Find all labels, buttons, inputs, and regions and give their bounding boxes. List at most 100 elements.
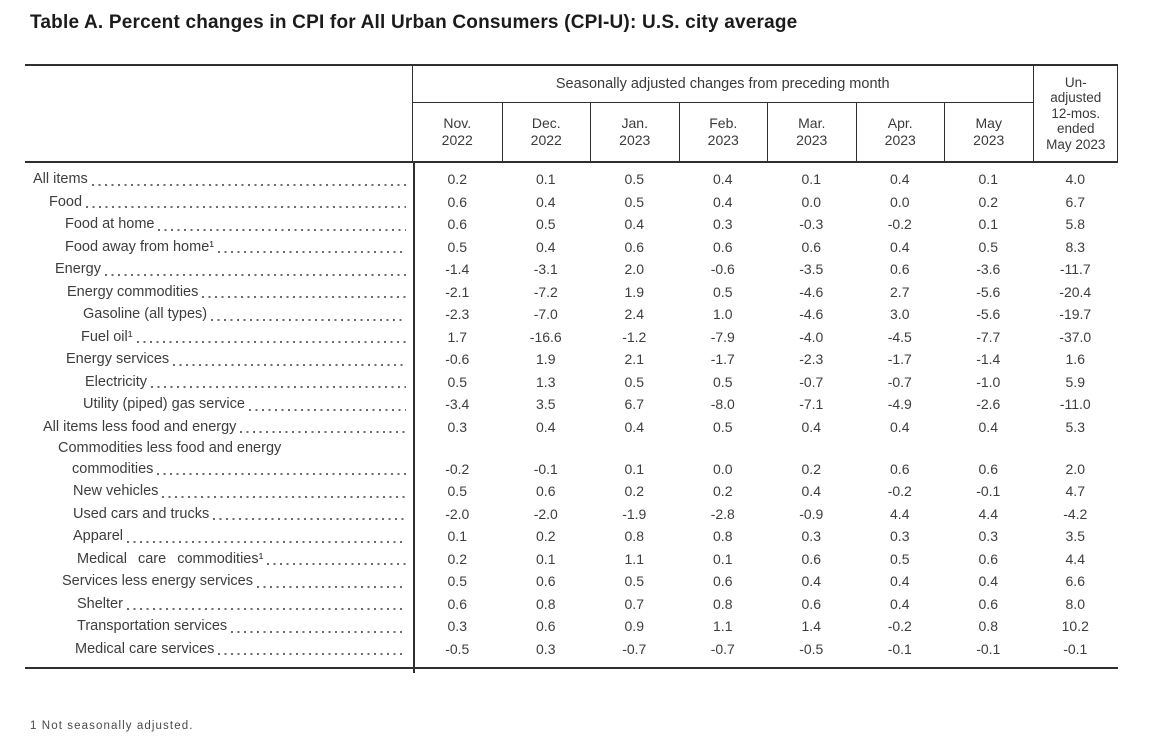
row-label: Food at home	[65, 216, 155, 232]
value-cell: 0.4	[713, 171, 733, 187]
value-cell: 0.4	[536, 193, 556, 210]
value-cell: 4.0	[1065, 171, 1085, 187]
value-cell: 0.1	[713, 550, 733, 567]
value-cell: 0.6	[978, 460, 998, 477]
table-body: All items 0.2 0.1 0.5 0.4 0.1 0.4 0.1 4.0 Food …	[25, 163, 1118, 673]
table-header: Seasonally adjusted changes from precedi…	[25, 64, 1118, 163]
row-stub: Energy services	[25, 348, 413, 371]
leader-dots	[86, 206, 406, 208]
value-cell: -1.9	[622, 505, 647, 522]
row-label: Apparel	[73, 528, 123, 544]
value-cell: 0.4	[801, 483, 821, 499]
row-label: All items less food and energy	[43, 418, 237, 435]
value-cell: -8.0	[710, 396, 735, 412]
value-cell: -0.5	[799, 640, 824, 657]
value-cell: -19.7	[1059, 306, 1092, 322]
leader-dots	[211, 318, 406, 321]
value-cell: 0.5	[536, 216, 556, 232]
leader-dots	[218, 251, 406, 253]
row-label: Gasoline (all types)	[83, 306, 208, 322]
value-cell: 0.4	[536, 238, 556, 255]
value-cell: 0.0	[801, 193, 821, 210]
leader-dots	[126, 608, 406, 610]
row-label: Medical care services	[75, 640, 215, 657]
table-row: Medical care services -0.5 0.3 -0.7 -0.7 -0.…	[25, 638, 1118, 661]
leader-dots	[248, 408, 406, 411]
value-cell: 1.1	[713, 618, 733, 634]
value-cell: -3.6	[976, 261, 1001, 277]
value-cell: 0.6	[536, 573, 556, 589]
value-cell: 0.0	[713, 460, 733, 477]
value-cell: -0.6	[710, 261, 735, 277]
row-stub: Utility (piped) gas service	[25, 393, 413, 416]
value-cell: 0.1	[536, 550, 556, 567]
value-cell: -37.0	[1059, 328, 1092, 345]
value-cell: 0.1	[624, 460, 644, 477]
value-cell: 6.7	[1065, 193, 1085, 210]
row-stub: Apparel	[25, 525, 413, 548]
value-cell: 0.5	[447, 573, 467, 589]
row-label: All items	[33, 171, 88, 187]
seasonally-adjusted-group-header: Seasonally adjusted changes from precedi…	[413, 66, 1033, 103]
leader-dots	[126, 540, 406, 543]
row-stub: Used cars and trucks	[25, 503, 413, 526]
value-cell: 3.0	[890, 306, 910, 322]
table-row: Energy -1.4 -3.1 2.0 -0.6 -3.5 0.6 -3.6 -11.7	[25, 258, 1118, 281]
value-cell: 1.9	[536, 351, 556, 367]
value-cell: -7.9	[710, 328, 735, 345]
value-cell: -0.1	[976, 640, 1001, 657]
column-header-dec-2022: Dec. 2022	[501, 103, 591, 161]
leader-dots	[257, 585, 406, 588]
table-row: Services less energy services 0.5 0.6 0.5 0…	[25, 570, 1118, 593]
value-cell: -0.2	[887, 483, 912, 499]
row-label: Medical care commodities¹	[77, 550, 264, 567]
value-cell: 0.3	[536, 640, 556, 657]
value-cell: 0.5	[624, 373, 644, 390]
value-cell: -2.3	[445, 306, 470, 322]
column-header-unadjusted-12mos: Un- adjusted 12-mos. ended May 2023	[1032, 66, 1119, 161]
leader-dots	[157, 473, 406, 475]
row-stub: Food away from home¹	[25, 236, 413, 259]
value-cell: -4.6	[799, 306, 824, 322]
value-cell: 2.4	[624, 306, 644, 322]
column-header-feb-2023: Feb. 2023	[678, 103, 768, 161]
row-stub: Energy	[25, 258, 413, 281]
value-cell: 0.2	[713, 483, 733, 499]
leader-dots	[231, 630, 406, 633]
value-cell: -2.6	[976, 396, 1001, 412]
value-cell: 2.0	[624, 261, 644, 277]
table-row: New vehicles 0.5 0.6 0.2 0.2 0.4 -0.2 -0.1 4.7	[25, 480, 1118, 503]
page-title: Table A. Percent changes in CPI for All …	[30, 12, 798, 33]
value-cell: 0.2	[536, 528, 556, 544]
value-cell: 0.4	[890, 238, 910, 255]
value-cell: 0.4	[890, 171, 910, 187]
value-cell: -0.7	[887, 373, 912, 390]
value-cell: 0.2	[447, 171, 467, 187]
table-row: Food 0.6 0.4 0.5 0.4 0.0 0.0 0.2 6.7	[25, 191, 1118, 214]
value-cell: -3.1	[533, 261, 558, 277]
value-cell: 0.5	[624, 171, 644, 187]
value-cell: 0.5	[713, 373, 733, 390]
value-cell: 0.4	[890, 573, 910, 589]
row-label: Fuel oil¹	[81, 328, 133, 345]
value-cell: -0.2	[887, 216, 912, 232]
value-cell: -0.6	[445, 351, 470, 367]
value-cell: 0.8	[978, 618, 998, 634]
value-cell: 0.4	[536, 418, 556, 435]
row-label: Used cars and trucks	[73, 505, 210, 522]
value-cell: 0.4	[890, 418, 910, 435]
value-cell: -0.7	[799, 373, 824, 390]
leader-dots	[173, 363, 406, 366]
value-cell: -0.7	[622, 640, 647, 657]
value-cell: -0.1	[533, 460, 558, 477]
table-row: Energy commodities -2.1 -7.2 1.9 0.5 -4.6 2.7…	[25, 281, 1118, 304]
value-cell: 0.6	[713, 238, 733, 255]
value-cell: 4.7	[1065, 483, 1085, 499]
value-cell: -0.9	[799, 505, 824, 522]
value-cell: 0.7	[624, 595, 644, 612]
value-cell: 0.4	[624, 418, 644, 435]
value-cell: 0.4	[801, 418, 821, 435]
value-cell: -3.4	[445, 396, 470, 412]
column-header-mar-2023: Mar. 2023	[767, 103, 856, 161]
